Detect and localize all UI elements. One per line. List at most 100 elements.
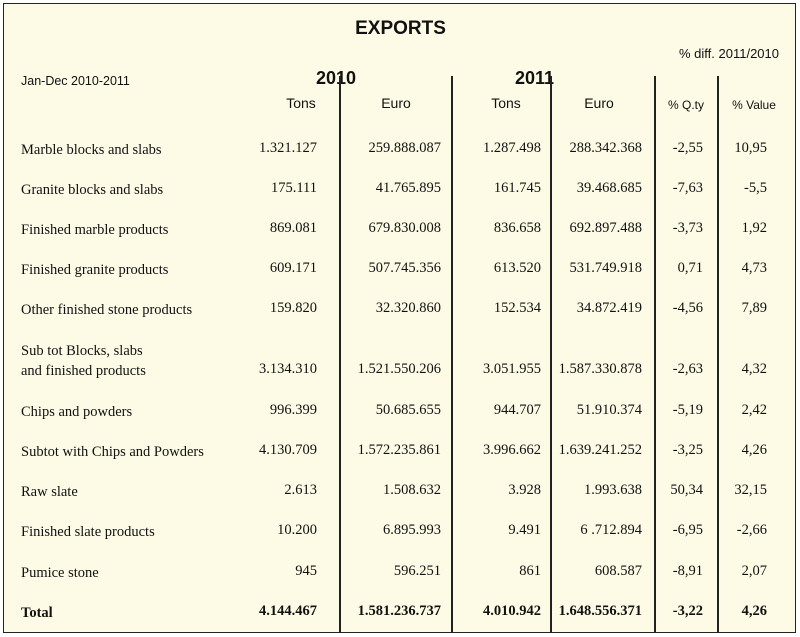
table-cell: -8,91 xyxy=(672,563,703,579)
table-cell: 1.993.638 xyxy=(584,482,642,498)
table-cell: 3.996.662 xyxy=(483,442,541,458)
table-cell: 507.745.356 xyxy=(368,260,442,276)
table-cell: 1.639.241.252 xyxy=(558,442,642,458)
table-cell: 175.111 xyxy=(270,180,317,196)
table-cell: 679.830.008 xyxy=(368,220,442,236)
table-cell: 531.749.918 xyxy=(569,260,643,276)
table-cell: 10,95 xyxy=(734,140,767,156)
table-cell: 861 xyxy=(519,563,541,579)
table-cell: 869.081 xyxy=(269,220,317,236)
table-cell: 50.685.655 xyxy=(375,402,441,418)
table-cell: 1.287.498 xyxy=(483,140,541,156)
row-label: Pumice stone xyxy=(21,565,99,581)
table-cell: 1.521.550.206 xyxy=(357,361,441,377)
col-euro-2010: Euro xyxy=(381,95,411,111)
table-cell: 32,15 xyxy=(734,482,767,498)
table-cell: -5,5 xyxy=(744,180,767,196)
table-cell: 608.587 xyxy=(594,563,642,579)
table-cell: 9.491 xyxy=(508,522,541,538)
row-label: Finished granite products xyxy=(21,262,169,278)
table-cell: 51.910.374 xyxy=(576,402,642,418)
table-cell: 836.658 xyxy=(493,220,541,236)
table-cell: -2,63 xyxy=(672,361,703,377)
row-label: and finished products xyxy=(21,363,146,379)
table-cell: -5,19 xyxy=(672,402,703,418)
table-cell: 161.745 xyxy=(493,180,541,196)
table-cell: 4.010.942 xyxy=(483,603,541,619)
table-cell: 4,73 xyxy=(741,260,767,276)
table-cell: 596.251 xyxy=(393,563,441,579)
divider-line xyxy=(550,76,552,632)
table-cell: 7,89 xyxy=(741,300,767,316)
row-label: Subtot with Chips and Powders xyxy=(21,444,204,460)
table-cell: -3,22 xyxy=(672,603,703,619)
table-cell: 945 xyxy=(295,563,317,579)
row-label: Finished slate products xyxy=(21,524,155,540)
table-cell: 6 .712.894 xyxy=(580,522,642,538)
table-cell: 4.144.467 xyxy=(259,603,317,619)
year-2011-heading: 2011 xyxy=(515,68,555,88)
table-cell: 3.051.955 xyxy=(483,361,541,377)
table-cell: 1.587.330.878 xyxy=(558,361,642,377)
col-pct-qty: % Q.ty xyxy=(667,98,704,112)
table-cell: 4,32 xyxy=(741,361,767,377)
table-cell: 1,92 xyxy=(741,220,767,236)
col-tons-2010: Tons xyxy=(286,95,316,111)
table-cell: 609.171 xyxy=(269,260,317,276)
table-cell: 1.321.127 xyxy=(259,140,317,156)
table-cell: 4,26 xyxy=(741,603,767,619)
table-cell: 41.765.895 xyxy=(375,180,441,196)
divider-line xyxy=(654,76,656,632)
table-cell: 4.130.709 xyxy=(259,442,317,458)
table-cell: 10.200 xyxy=(277,522,317,538)
table-cell: 259.888.087 xyxy=(368,140,442,156)
col-tons-2011: Tons xyxy=(491,95,521,111)
table-cell: 3.134.310 xyxy=(259,361,317,377)
table-cell: 4,26 xyxy=(741,442,767,458)
table-cell: 1.648.556.371 xyxy=(558,603,642,619)
table-cell: -6,95 xyxy=(672,522,703,538)
table-cell: 3.928 xyxy=(508,482,541,498)
row-label: Granite blocks and slabs xyxy=(21,182,164,198)
row-label: Other finished stone products xyxy=(21,302,193,318)
row-label: Chips and powders xyxy=(21,404,133,420)
row-label: Raw slate xyxy=(21,484,78,500)
table-cell: 613.520 xyxy=(493,260,541,276)
year-2010-heading: 2010 xyxy=(316,68,357,88)
table-cell: 0,71 xyxy=(677,260,703,276)
table-cell: 159.820 xyxy=(269,300,317,316)
divider-line xyxy=(717,76,719,632)
period-label: Jan-Dec 2010-2011 xyxy=(21,74,130,88)
table-cell: -4,56 xyxy=(672,300,703,316)
row-label: Total xyxy=(21,605,53,621)
table-cell: 288.342.368 xyxy=(569,140,643,156)
table-cell: 692.897.488 xyxy=(569,220,643,236)
table-cell: 1.572.235.861 xyxy=(357,442,441,458)
divider-line xyxy=(339,76,341,632)
col-pct-value: % Value xyxy=(732,98,776,112)
table-cell: 996.399 xyxy=(269,402,317,418)
table-cell: -2,55 xyxy=(672,140,703,156)
pct-diff-heading: % diff. 2011/2010 xyxy=(679,46,779,61)
table-cell: -3,25 xyxy=(672,442,703,458)
table-cell: 32.320.860 xyxy=(375,300,441,316)
table-cell: -7,63 xyxy=(672,180,703,196)
table-cell: 152.534 xyxy=(493,300,541,316)
table-cell: 2,07 xyxy=(741,563,767,579)
row-label: Finished marble products xyxy=(21,222,169,238)
exports-table: EXPORTS % diff. 2011/2010 Jan-Dec 2010-2… xyxy=(3,3,796,633)
table-cell: 944.707 xyxy=(493,402,541,418)
col-euro-2011: Euro xyxy=(584,95,614,111)
table-cell: 1.581.236.737 xyxy=(357,603,441,619)
table-cell: -3,73 xyxy=(672,220,703,236)
row-label: Sub tot Blocks, slabs xyxy=(21,343,143,359)
table-cell: -2,66 xyxy=(736,522,767,538)
table-cell: 2.613 xyxy=(284,482,317,498)
table-cell: 50,34 xyxy=(670,482,703,498)
table-cell: 2,42 xyxy=(741,402,767,418)
table-cell: 39.468.685 xyxy=(576,180,642,196)
row-label: Marble blocks and slabs xyxy=(21,142,162,158)
table-cell: 1.508.632 xyxy=(383,482,441,498)
table-cell: 34.872.419 xyxy=(576,300,642,316)
table-title: EXPORTS xyxy=(355,18,446,39)
